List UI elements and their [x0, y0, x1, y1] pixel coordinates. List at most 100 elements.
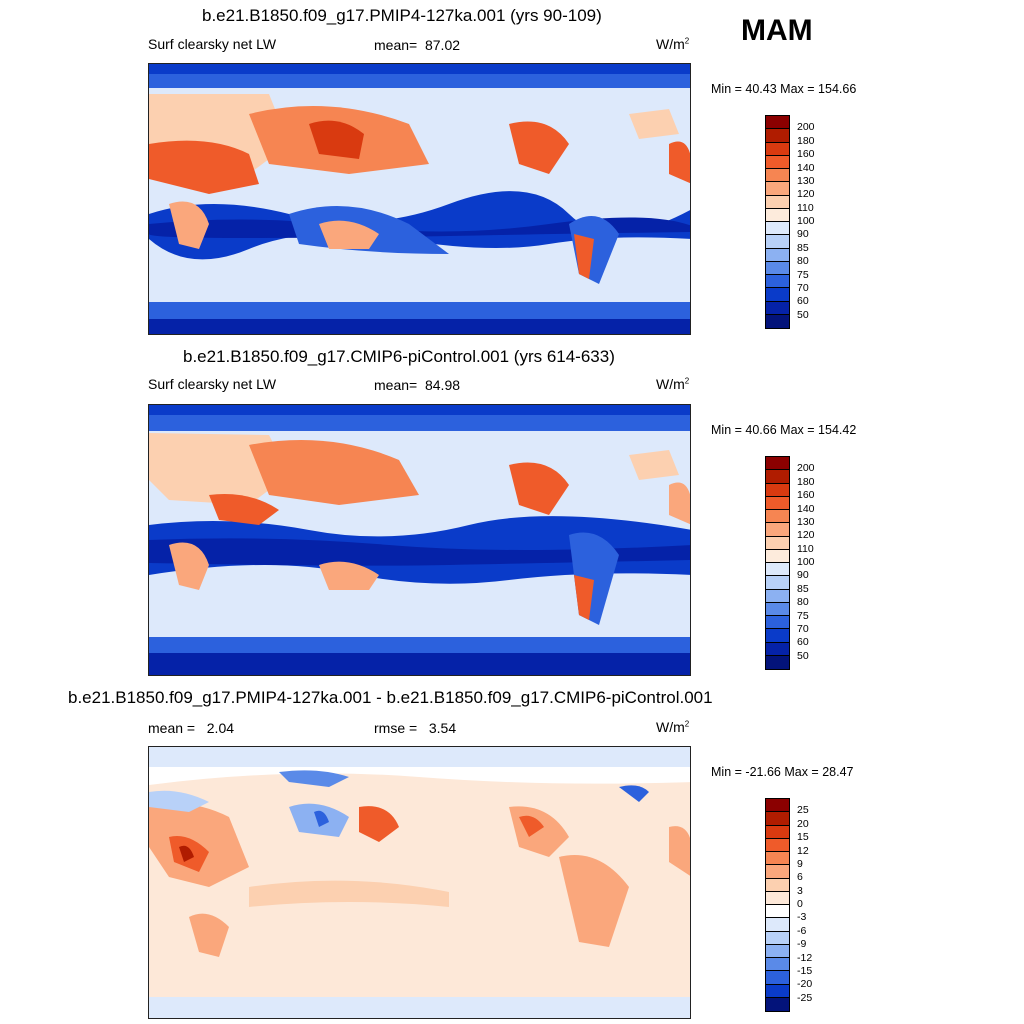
colorbar-tick-label: -15 — [797, 964, 813, 977]
colorbar-tick-label: 15 — [797, 831, 809, 844]
colorbar-box — [766, 248, 789, 262]
colorbar-box — [766, 812, 789, 826]
colorbar-box — [766, 997, 789, 1011]
colorbar-box — [766, 799, 789, 813]
colorbar-tick-label: 75 — [797, 268, 809, 281]
colorbar-box — [766, 931, 789, 945]
panel1-units: W/m2 — [656, 36, 689, 52]
panel2-colorbar — [765, 456, 790, 670]
panel3-title: b.e21.B1850.f09_g17.PMIP4-127ka.001 - b.… — [68, 688, 713, 707]
colorbar-box — [766, 129, 789, 143]
panel2-title: b.e21.B1850.f09_g17.CMIP6-piControl.001 … — [183, 347, 615, 366]
colorbar-tick-label: -9 — [797, 938, 807, 951]
panel3-mean-label: mean = — [148, 720, 196, 736]
panel3-min-label: Min = — [711, 765, 742, 779]
panel3-colorbar — [765, 798, 790, 1012]
panel2-minmax: Min = 40.66 Max = 154.42 — [711, 423, 856, 437]
panel3-mean-value: 2.04 — [206, 720, 235, 736]
panel3-map — [148, 746, 691, 1019]
panel1-units-text: W/m — [656, 36, 685, 52]
colorbar-box — [766, 825, 789, 839]
panel2-units-exp: 2 — [684, 376, 690, 386]
colorbar-box — [766, 222, 789, 236]
colorbar-box — [766, 905, 789, 919]
colorbar-box — [766, 642, 789, 656]
colorbar-tick-label: 20 — [797, 817, 809, 830]
panel3-min-value: -21.66 — [745, 765, 781, 779]
colorbar-tick-label: 25 — [797, 804, 809, 817]
colorbar-box — [766, 984, 789, 998]
colorbar-tick-label: 180 — [797, 475, 815, 488]
colorbar-tick-label: 200 — [797, 121, 815, 134]
panel1-min-value: 40.43 — [745, 82, 777, 96]
colorbar-box — [766, 182, 789, 196]
colorbar-tick-label: 70 — [797, 622, 809, 635]
panel3-units-exp: 2 — [684, 719, 690, 729]
panel2-mean-label: mean= — [374, 377, 418, 393]
colorbar-box — [766, 878, 789, 892]
colorbar-box — [766, 944, 789, 958]
colorbar-box — [766, 142, 789, 156]
colorbar-box — [766, 496, 789, 510]
colorbar-tick-label: 60 — [797, 295, 809, 308]
colorbar-box — [766, 958, 789, 972]
panel2-mean-value: 84.98 — [424, 377, 461, 393]
panel1-max-value: 154.66 — [818, 82, 857, 96]
colorbar-tick-label: 70 — [797, 281, 809, 294]
colorbar-box — [766, 523, 789, 537]
colorbar-tick-label: 50 — [797, 308, 809, 321]
panel3-rmse-value: 3.54 — [428, 720, 457, 736]
colorbar-box — [766, 918, 789, 932]
panel1-mean-label: mean= — [374, 37, 418, 53]
colorbar-box — [766, 576, 789, 590]
panel2-max-label: Max = — [780, 423, 815, 437]
colorbar-box — [766, 891, 789, 905]
colorbar-tick-label: 110 — [797, 542, 814, 555]
colorbar-box — [766, 602, 789, 616]
colorbar-tick-label: 200 — [797, 462, 815, 475]
colorbar-box — [766, 155, 789, 169]
colorbar-box — [766, 536, 789, 550]
colorbar-box — [766, 563, 789, 577]
panel3-units-text: W/m — [656, 719, 685, 735]
panel3-units: W/m2 — [656, 719, 689, 735]
colorbar-tick-label: 90 — [797, 569, 809, 582]
panel2-mean: mean= 84.98 — [374, 377, 460, 393]
panel1-mean-value: 87.02 — [424, 37, 461, 53]
colorbar-box — [766, 470, 789, 484]
season-label: MAM — [741, 14, 813, 47]
colorbar-box — [766, 208, 789, 222]
colorbar-box — [766, 589, 789, 603]
colorbar-box — [766, 549, 789, 563]
colorbar-tick-label: 80 — [797, 596, 809, 609]
panel3-max-label: Max = — [784, 765, 819, 779]
panel1-field — [149, 64, 690, 334]
colorbar-box — [766, 865, 789, 879]
colorbar-tick-label: -25 — [797, 991, 813, 1004]
panel2-map — [148, 404, 691, 676]
panel3-rmse: rmse = 3.54 — [374, 720, 456, 736]
colorbar-box — [766, 288, 789, 302]
colorbar-tick-label: 110 — [797, 201, 814, 214]
colorbar-tick-label: 85 — [797, 582, 809, 595]
colorbar-tick-label: -20 — [797, 978, 813, 991]
panel2-units: W/m2 — [656, 376, 689, 392]
panel1-min-label: Min = — [711, 82, 742, 96]
colorbar-tick-label: 180 — [797, 134, 815, 147]
panel2-variable: Surf clearsky net LW — [148, 376, 277, 392]
panel1-max-label: Max = — [780, 82, 815, 96]
colorbar-box — [766, 301, 789, 315]
colorbar-tick-label: -12 — [797, 951, 813, 964]
colorbar-tick-label: -6 — [797, 924, 807, 937]
colorbar-tick-label: 12 — [797, 844, 809, 857]
colorbar-box — [766, 261, 789, 275]
colorbar-tick-label: 90 — [797, 228, 809, 241]
colorbar-tick-label: 9 — [797, 857, 803, 870]
colorbar-tick-label: 140 — [797, 161, 815, 174]
colorbar-tick-label: 120 — [797, 188, 815, 201]
colorbar-box — [766, 275, 789, 289]
colorbar-box — [766, 629, 789, 643]
panel2-field — [149, 405, 690, 675]
colorbar-tick-label: 120 — [797, 529, 815, 542]
panel1-units-exp: 2 — [684, 36, 690, 46]
